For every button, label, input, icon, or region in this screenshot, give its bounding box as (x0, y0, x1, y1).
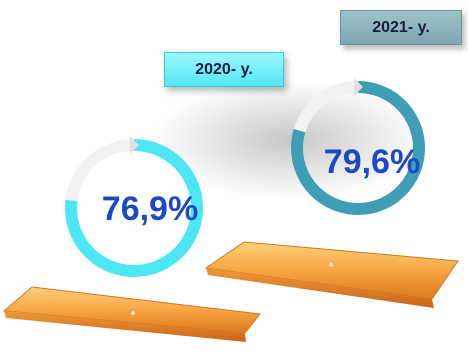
ring-arc-tip (130, 136, 139, 154)
year-label-2020: 2020- y. (164, 52, 284, 87)
ring-arc-2020 (65, 139, 203, 277)
value-label-2020: 76,9% (102, 190, 198, 228)
ring-2020: 76,9% (65, 136, 203, 277)
value-label-2021: 79,6% (324, 143, 420, 181)
ring-2021: 79,6% (291, 78, 425, 215)
pedestal-2020 (2, 286, 261, 342)
pedestal-2021 (204, 241, 459, 308)
ring-arc-2021 (291, 81, 425, 215)
ring-arc-tip (354, 78, 363, 96)
ring-shadow (150, 80, 430, 200)
year-label-2021: 2021- y. (340, 10, 462, 45)
